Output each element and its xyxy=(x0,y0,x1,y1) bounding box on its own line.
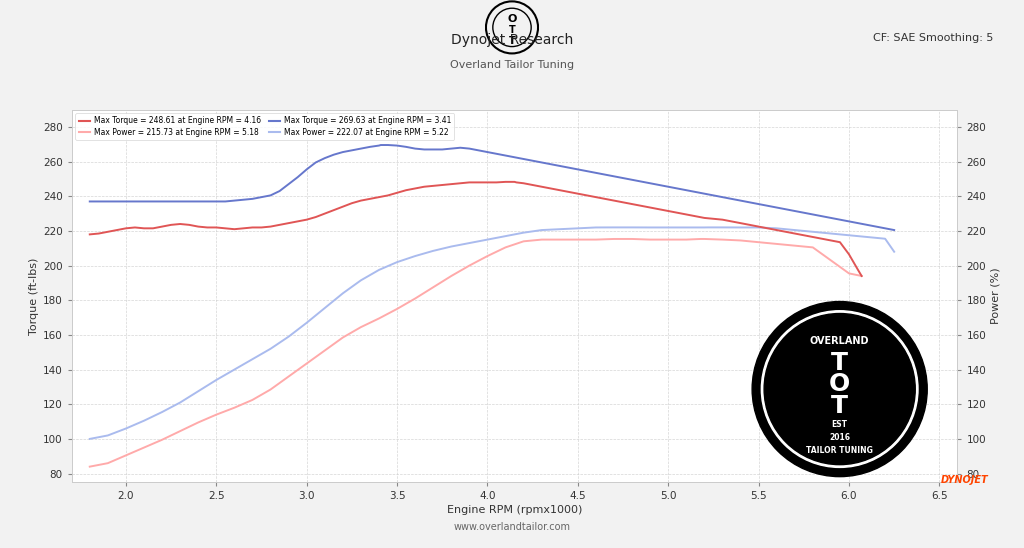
Text: Dynojet Research: Dynojet Research xyxy=(451,33,573,47)
Circle shape xyxy=(752,301,928,477)
Text: OVERLAND: OVERLAND xyxy=(810,336,869,346)
Legend: Max Torque = 248.61 at Engine RPM = 4.16, Max Power = 215.73 at Engine RPM = 5.1: Max Torque = 248.61 at Engine RPM = 4.16… xyxy=(76,113,455,140)
Circle shape xyxy=(764,313,915,465)
X-axis label: Engine RPM (rpmx1000): Engine RPM (rpmx1000) xyxy=(446,505,583,516)
Text: www.overlandtailor.com: www.overlandtailor.com xyxy=(454,522,570,532)
Text: T: T xyxy=(509,36,515,46)
Text: TAILOR TUNING: TAILOR TUNING xyxy=(806,446,873,455)
Text: Overland Tailor Tuning: Overland Tailor Tuning xyxy=(450,60,574,70)
Text: O: O xyxy=(829,373,850,396)
Text: O: O xyxy=(507,14,517,24)
Text: T: T xyxy=(509,25,515,35)
Text: 2016: 2016 xyxy=(829,432,850,442)
Text: CF: SAE Smoothing: 5: CF: SAE Smoothing: 5 xyxy=(872,33,993,43)
Text: DYNOJET: DYNOJET xyxy=(940,475,988,485)
Circle shape xyxy=(761,311,918,467)
Text: T: T xyxy=(831,393,848,418)
Text: EST: EST xyxy=(831,420,848,429)
Y-axis label: Power (%): Power (%) xyxy=(990,267,1000,324)
Y-axis label: Torque (ft-lbs): Torque (ft-lbs) xyxy=(29,257,39,335)
Text: T: T xyxy=(831,351,848,375)
